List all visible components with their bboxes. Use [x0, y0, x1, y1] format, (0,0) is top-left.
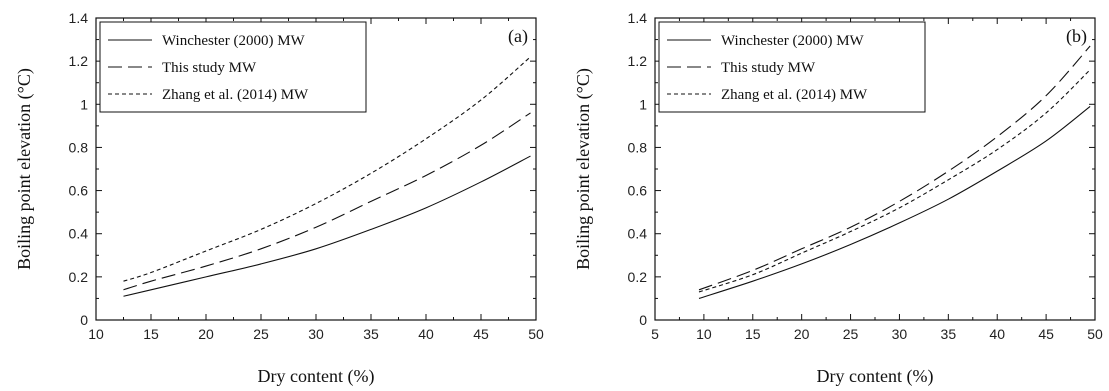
x-tick-label: 45: [1038, 326, 1054, 342]
y-tick-label: 0: [639, 312, 647, 328]
x-tick-label: 15: [143, 326, 159, 342]
series-line: [123, 112, 531, 291]
y-tick-label: 1: [80, 96, 88, 112]
y-tick-label: 0.2: [628, 269, 648, 285]
x-tick-label: 25: [253, 326, 269, 342]
legend-label: Winchester (2000) MW: [162, 33, 306, 49]
x-tick-label: 50: [1087, 326, 1103, 342]
y-tick-label: 1.2: [628, 53, 648, 69]
y-tick-label: 0.6: [628, 183, 648, 199]
panel-a: 10 15 20 25 30 35 40 45 50 0 0.2 0.4 0.6 0.8 1 1.2 1.4 Dr…: [14, 10, 544, 387]
series-line: [698, 106, 1091, 299]
legend-label: Zhang et al. (2014) MW: [162, 87, 309, 103]
legend-label: Winchester (2000) MW: [721, 33, 865, 49]
y-tick-label: 0.2: [69, 269, 89, 285]
x-tick-label: 30: [892, 326, 908, 342]
series-line: [698, 45, 1091, 291]
y-tick-label: 1.4: [69, 10, 89, 26]
y-axis-title: Boiling point elevation (°C): [573, 68, 594, 270]
series-line: [698, 69, 1091, 293]
x-tick-label: 10: [696, 326, 712, 342]
x-tick-label: 50: [528, 326, 544, 342]
panel-b: 5 10 15 20 25 30 35 40 45 50 0 0.2 0.4 0.6 0.8 1 1.2 1.4 D…: [573, 10, 1103, 387]
y-tick-label: 1: [639, 96, 647, 112]
y-tick-label: 0.8: [69, 139, 89, 155]
legend-box: [99, 21, 367, 113]
y-tick-label: 0.6: [69, 183, 89, 199]
legend-label: This study MW: [721, 60, 816, 76]
x-tick-label: 35: [941, 326, 957, 342]
x-tick-label: 40: [418, 326, 434, 342]
series-line: [123, 155, 531, 297]
panel-label: (a): [508, 26, 528, 47]
series-line: [123, 56, 531, 282]
x-tick-label: 40: [989, 326, 1005, 342]
y-tick-label: 1.4: [628, 10, 648, 26]
y-tick-label: 0.4: [628, 226, 648, 242]
y-tick-label: 1.2: [69, 53, 89, 69]
x-tick-label: 10: [88, 326, 104, 342]
x-tick-label: 5: [651, 326, 659, 342]
x-tick-label: 15: [745, 326, 761, 342]
y-tick-label: 0: [80, 312, 88, 328]
legend-label: This study MW: [162, 60, 257, 76]
x-axis-title: Dry content (%): [258, 366, 375, 387]
x-tick-label: 35: [363, 326, 379, 342]
y-tick-label: 0.8: [628, 139, 648, 155]
panel-label: (b): [1066, 26, 1087, 47]
legend-label: Zhang et al. (2014) MW: [721, 87, 868, 103]
x-tick-label: 30: [308, 326, 324, 342]
y-axis-title: Boiling point elevation (°C): [14, 68, 35, 270]
x-tick-label: 20: [794, 326, 810, 342]
x-axis-title: Dry content (%): [817, 366, 934, 387]
y-tick-label: 0.4: [69, 226, 89, 242]
x-tick-label: 45: [473, 326, 489, 342]
x-tick-label: 25: [843, 326, 859, 342]
x-tick-label: 20: [198, 326, 214, 342]
legend-box: [658, 21, 926, 113]
